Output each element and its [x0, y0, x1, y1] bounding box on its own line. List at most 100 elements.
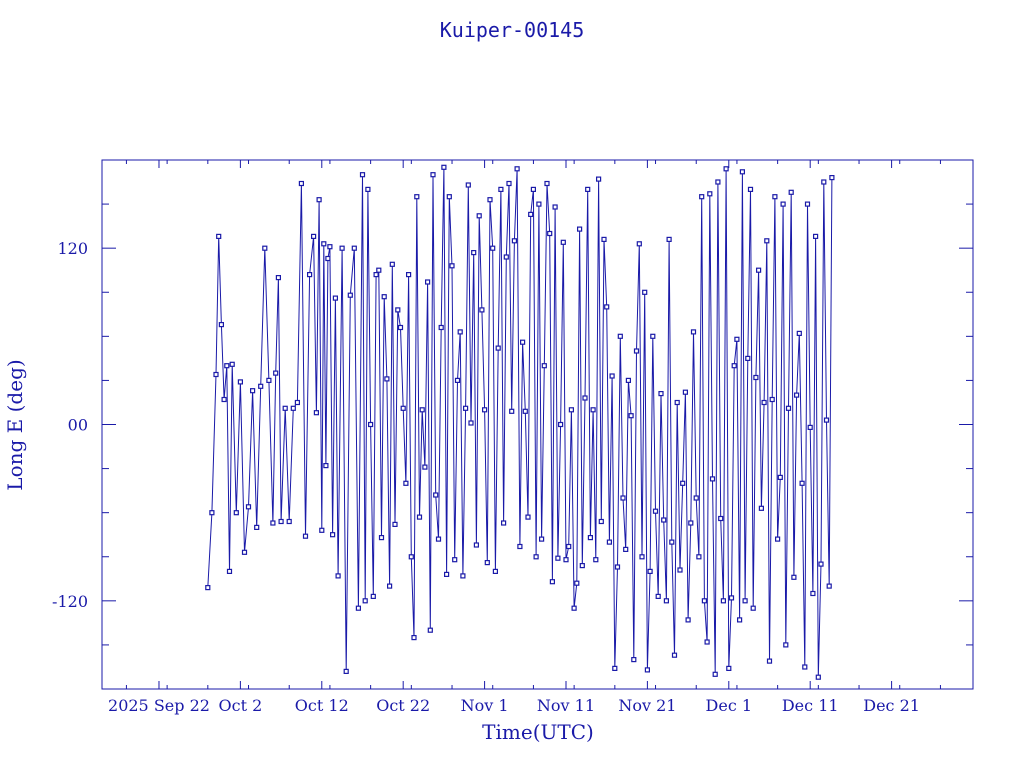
data-point — [335, 573, 341, 579]
data-point — [522, 408, 528, 414]
data-point — [490, 245, 496, 251]
data-point — [278, 518, 284, 525]
data-point — [533, 554, 539, 560]
data-point — [294, 399, 300, 406]
data-point — [566, 543, 572, 550]
data-point — [666, 236, 672, 242]
data-point — [661, 517, 667, 523]
data-point — [435, 536, 442, 542]
data-point — [525, 514, 531, 520]
x-tick-label: Dec 21 — [863, 696, 920, 715]
data-point — [457, 329, 463, 335]
data-point — [677, 567, 683, 573]
data-point — [307, 272, 313, 278]
data-point — [389, 261, 395, 267]
data-point — [685, 617, 691, 623]
series-longitude — [205, 164, 835, 680]
data-point — [370, 593, 376, 600]
data-point — [416, 514, 423, 520]
data-point — [804, 201, 811, 207]
data-point — [351, 245, 357, 251]
data-point — [452, 557, 458, 563]
data-point — [205, 584, 211, 591]
x-tick-label: Oct 22 — [376, 696, 430, 715]
data-point — [519, 339, 526, 345]
data-point — [788, 189, 794, 195]
data-point — [395, 307, 401, 313]
data-point — [536, 201, 542, 207]
data-point — [755, 267, 762, 273]
data-point — [286, 518, 292, 525]
data-point — [229, 361, 235, 367]
data-point — [275, 275, 281, 281]
data-point — [492, 568, 498, 575]
data-point — [658, 391, 664, 397]
y-tick-label: -120 — [52, 592, 88, 611]
data-point — [793, 392, 800, 398]
data-point — [671, 652, 678, 658]
data-point — [433, 492, 439, 498]
data-point — [644, 667, 651, 673]
data-point — [761, 399, 767, 406]
data-point — [544, 180, 550, 187]
data-point — [818, 561, 824, 567]
data-point — [796, 330, 802, 336]
data-point — [381, 294, 387, 300]
data-point — [807, 424, 813, 430]
data-point — [438, 324, 444, 331]
data-point — [582, 395, 588, 401]
data-point — [365, 186, 371, 192]
data-point — [323, 463, 329, 469]
data-point — [339, 245, 345, 251]
data-point — [777, 474, 783, 480]
data-point — [254, 524, 260, 531]
data-point — [628, 413, 634, 419]
data-point — [330, 532, 336, 538]
data-point — [690, 329, 697, 335]
data-point — [397, 324, 404, 331]
data-point — [718, 515, 724, 522]
data-point — [726, 665, 732, 672]
data-point — [552, 204, 558, 210]
x-tick-label: Nov 21 — [618, 696, 676, 715]
data-point — [731, 363, 737, 369]
data-point — [674, 399, 680, 406]
data-point — [712, 671, 718, 677]
data-point — [250, 388, 256, 394]
data-point — [446, 194, 452, 200]
x-tick-label: Nov 11 — [537, 696, 595, 715]
data-point — [327, 244, 333, 250]
data-point — [563, 557, 569, 563]
data-point — [557, 421, 564, 428]
data-point — [444, 571, 450, 578]
data-point — [514, 166, 520, 172]
data-point — [652, 508, 659, 514]
data-point — [625, 377, 632, 383]
data-point — [734, 336, 740, 342]
data-point — [313, 410, 319, 416]
data-point — [463, 405, 469, 411]
data-point — [601, 236, 607, 242]
data-point — [604, 304, 610, 310]
data-point — [359, 172, 366, 178]
data-point — [501, 520, 507, 526]
y-axis-label: Long E (deg) — [3, 359, 27, 490]
data-point — [574, 580, 580, 586]
data-point — [571, 605, 577, 611]
x-tick-label: Oct 2 — [218, 696, 262, 715]
data-point — [701, 598, 708, 604]
data-point — [766, 658, 773, 664]
data-point — [707, 191, 713, 197]
data-point — [639, 554, 645, 560]
data-point — [595, 176, 602, 182]
data-point — [647, 568, 653, 575]
x-axis: 2025 Sep 22 Oct 2 Oct 12 Oct 22 Nov 1 Nov 11 N… — [108, 160, 941, 715]
data-point — [378, 534, 385, 541]
data-point — [473, 542, 479, 548]
data-point — [549, 579, 556, 585]
data-point — [316, 197, 322, 203]
data-point — [821, 179, 827, 185]
data-point — [425, 279, 431, 285]
data-point — [593, 557, 599, 563]
data-point — [487, 197, 493, 203]
